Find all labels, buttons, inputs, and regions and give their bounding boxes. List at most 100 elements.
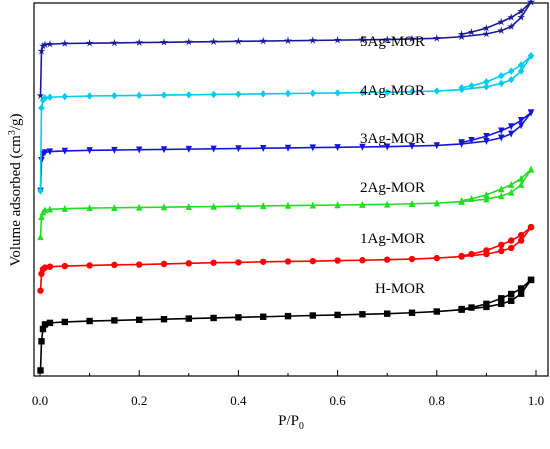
- data-point: [309, 257, 316, 265]
- data-point: [111, 146, 118, 154]
- data-point: [498, 241, 505, 249]
- data-point: [45, 39, 54, 48]
- data-point: [498, 300, 505, 308]
- series-1Ag-MOR: [37, 223, 535, 294]
- data-point: [384, 88, 391, 97]
- data-point: [210, 145, 217, 153]
- data-point: [482, 29, 491, 38]
- data-point: [467, 27, 476, 36]
- data-point: [235, 259, 242, 266]
- data-point: [86, 262, 93, 269]
- data-point: [160, 91, 168, 99]
- data-point: [160, 315, 168, 323]
- data-point: [260, 258, 267, 265]
- data-point: [46, 205, 54, 213]
- data-point: [284, 201, 292, 209]
- data-point: [309, 89, 316, 97]
- data-point: [433, 308, 440, 315]
- data-point: [497, 26, 506, 35]
- data-point: [41, 94, 49, 102]
- data-point: [384, 200, 391, 208]
- x-axis-title: P/P0: [278, 413, 304, 432]
- data-point: [41, 149, 49, 157]
- data-point: [284, 89, 292, 98]
- data-point: [359, 257, 366, 264]
- adsorption-branch-line: [39, 226, 532, 291]
- data-point: [508, 188, 515, 196]
- data-point: [185, 203, 192, 211]
- data-point: [517, 13, 526, 21]
- x-axis-tick-labels: 0.0 0.2 0.4 0.6 0.8 1.0: [32, 393, 544, 408]
- x-tick-label: 0.2: [131, 393, 147, 408]
- data-point: [508, 123, 515, 131]
- data-point: [458, 252, 465, 260]
- data-point: [160, 146, 168, 154]
- data-point: [184, 37, 193, 46]
- data-point: [517, 180, 525, 188]
- data-point: [210, 202, 217, 210]
- data-point: [508, 297, 515, 304]
- data-point: [408, 88, 416, 96]
- data-point: [37, 46, 46, 55]
- data-point: [38, 41, 47, 50]
- data-point: [309, 201, 316, 209]
- data-point: [483, 195, 490, 203]
- data-point: [433, 199, 440, 207]
- data-point: [334, 201, 341, 209]
- data-point: [160, 203, 168, 211]
- data-point: [432, 34, 441, 42]
- data-point: [517, 174, 525, 182]
- data-point: [359, 88, 366, 97]
- data-point: [185, 91, 192, 99]
- data-point: [433, 254, 440, 262]
- data-point: [61, 262, 68, 270]
- data-point: [498, 185, 505, 193]
- data-point: [46, 93, 54, 101]
- data-point: [111, 92, 118, 100]
- data-point: [210, 314, 217, 322]
- data-point: [482, 23, 491, 32]
- x-tick-label: 0.8: [429, 393, 445, 408]
- data-point: [433, 142, 440, 150]
- series-label: 4Ag-MOR: [360, 83, 425, 99]
- data-point: [508, 130, 515, 138]
- data-point: [185, 145, 192, 153]
- data-point: [517, 237, 525, 244]
- data-point: [38, 338, 45, 345]
- data-point: [498, 134, 505, 142]
- data-point: [86, 147, 93, 155]
- data-point: [483, 191, 490, 199]
- data-point: [408, 309, 416, 316]
- data-point: [136, 316, 143, 324]
- data-point: [86, 317, 93, 325]
- data-point: [260, 313, 267, 320]
- data-point: [235, 90, 242, 98]
- data-point: [507, 22, 516, 31]
- series-label: 3Ag-MOR: [360, 131, 425, 147]
- series-5Ag-MOR: [36, 0, 536, 100]
- data-point: [359, 143, 366, 151]
- data-point: [333, 35, 342, 44]
- data-point: [483, 137, 490, 145]
- data-point: [498, 127, 505, 135]
- data-point: [527, 52, 535, 60]
- data-point: [136, 91, 143, 100]
- data-point: [85, 39, 94, 47]
- data-point: [209, 37, 218, 46]
- data-point: [334, 311, 341, 319]
- data-point: [458, 305, 465, 313]
- data-point: [210, 259, 217, 266]
- data-point: [60, 39, 69, 47]
- data-point: [408, 199, 416, 207]
- data-point: [517, 122, 525, 130]
- data-point: [46, 263, 54, 270]
- data-point: [61, 318, 68, 326]
- data-point: [498, 295, 505, 302]
- data-point: [110, 38, 119, 47]
- data-point: [234, 37, 243, 45]
- data-point: [38, 104, 45, 112]
- y-axis-title: Volume adsorbed (cm3/g): [7, 113, 24, 266]
- data-point: [135, 38, 144, 46]
- data-point: [111, 203, 118, 211]
- data-point: [41, 206, 49, 214]
